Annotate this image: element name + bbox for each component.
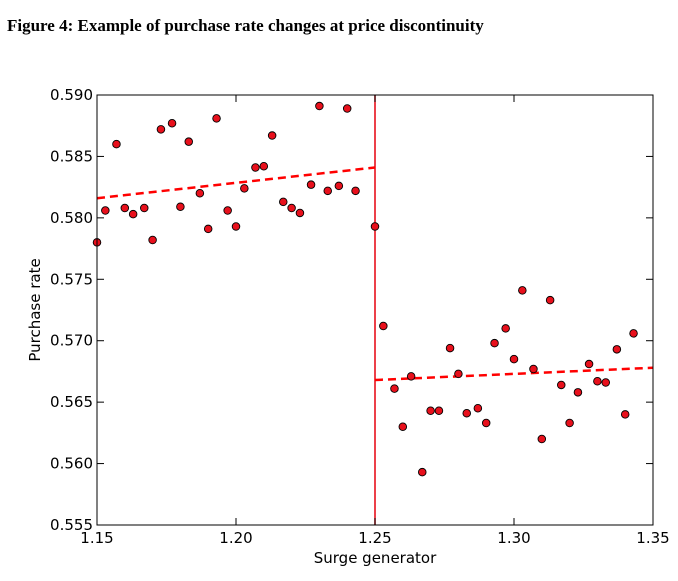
- data-point: [537, 434, 547, 444]
- data-point: [295, 208, 305, 218]
- y-axis-label: Purchase rate: [26, 258, 44, 361]
- data-point: [315, 101, 324, 111]
- x-axis-label: Surge generator: [314, 549, 437, 567]
- data-point: [462, 408, 471, 418]
- data-point: [593, 377, 602, 386]
- data-point: [120, 203, 130, 213]
- data-point: [259, 162, 269, 171]
- data-point: [267, 131, 277, 140]
- data-point: [287, 203, 296, 213]
- data-point: [545, 295, 555, 305]
- data-point: [334, 181, 344, 191]
- data-point: [629, 329, 638, 338]
- data-point: [231, 222, 241, 231]
- data-point: [212, 114, 221, 123]
- fit-line-1: [96, 166, 376, 200]
- y-tick-label: 0.560: [50, 455, 93, 473]
- data-point: [390, 384, 399, 393]
- data-point: [195, 189, 205, 198]
- data-point: [481, 418, 491, 428]
- data-point: [601, 378, 610, 387]
- data-point: [370, 222, 380, 231]
- data-point: [140, 203, 149, 213]
- x-tick-label: 1.35: [636, 529, 669, 547]
- data-point: [176, 202, 185, 212]
- data-point: [112, 139, 121, 149]
- data-point: [445, 343, 455, 353]
- data-point: [148, 235, 157, 245]
- data-point: [251, 163, 260, 172]
- y-tick-label: 0.590: [50, 86, 93, 104]
- data-point: [279, 197, 288, 207]
- y-tick-label: 0.580: [50, 209, 93, 227]
- x-tick-label: 1.20: [219, 529, 252, 547]
- data-point: [434, 406, 444, 415]
- data-point: [573, 388, 583, 397]
- data-point: [223, 206, 232, 215]
- data-point: [584, 359, 594, 369]
- data-point: [306, 180, 316, 189]
- data-point: [557, 380, 566, 390]
- y-tick-label: 0.570: [50, 332, 93, 350]
- data-point: [203, 224, 213, 234]
- data-point: [509, 354, 519, 364]
- data-point: [454, 369, 463, 379]
- x-tick-label: 1.25: [358, 529, 391, 547]
- data-point: [323, 186, 332, 196]
- x-tick-label: 1.30: [497, 529, 530, 547]
- data-point: [418, 467, 427, 477]
- data-point: [620, 410, 630, 419]
- data-point: [379, 321, 388, 331]
- data-point: [612, 345, 622, 354]
- data-point: [351, 186, 360, 196]
- data-point: [240, 184, 249, 193]
- data-point: [342, 104, 352, 113]
- x-tick-label: 1.15: [80, 529, 113, 547]
- data-point: [529, 364, 538, 374]
- data-point: [518, 286, 527, 295]
- data-point: [167, 119, 177, 128]
- y-tick-label: 0.575: [50, 270, 93, 288]
- data-point: [184, 137, 193, 146]
- data-point: [156, 125, 166, 134]
- fit-line-2: [374, 366, 654, 382]
- y-tick-label: 0.555: [50, 516, 93, 534]
- data-point: [128, 209, 138, 219]
- y-tick-label: 0.585: [50, 147, 93, 165]
- data-point: [490, 338, 499, 348]
- data-point: [501, 324, 510, 333]
- data-point: [565, 418, 574, 428]
- data-point: [426, 406, 435, 415]
- y-tick-label: 0.565: [50, 393, 93, 411]
- data-point: [473, 404, 483, 413]
- data-point: [406, 372, 416, 381]
- data-point: [101, 206, 110, 215]
- figure-title: Figure 4: Example of purchase rate chang…: [7, 16, 484, 35]
- data-point: [398, 422, 408, 431]
